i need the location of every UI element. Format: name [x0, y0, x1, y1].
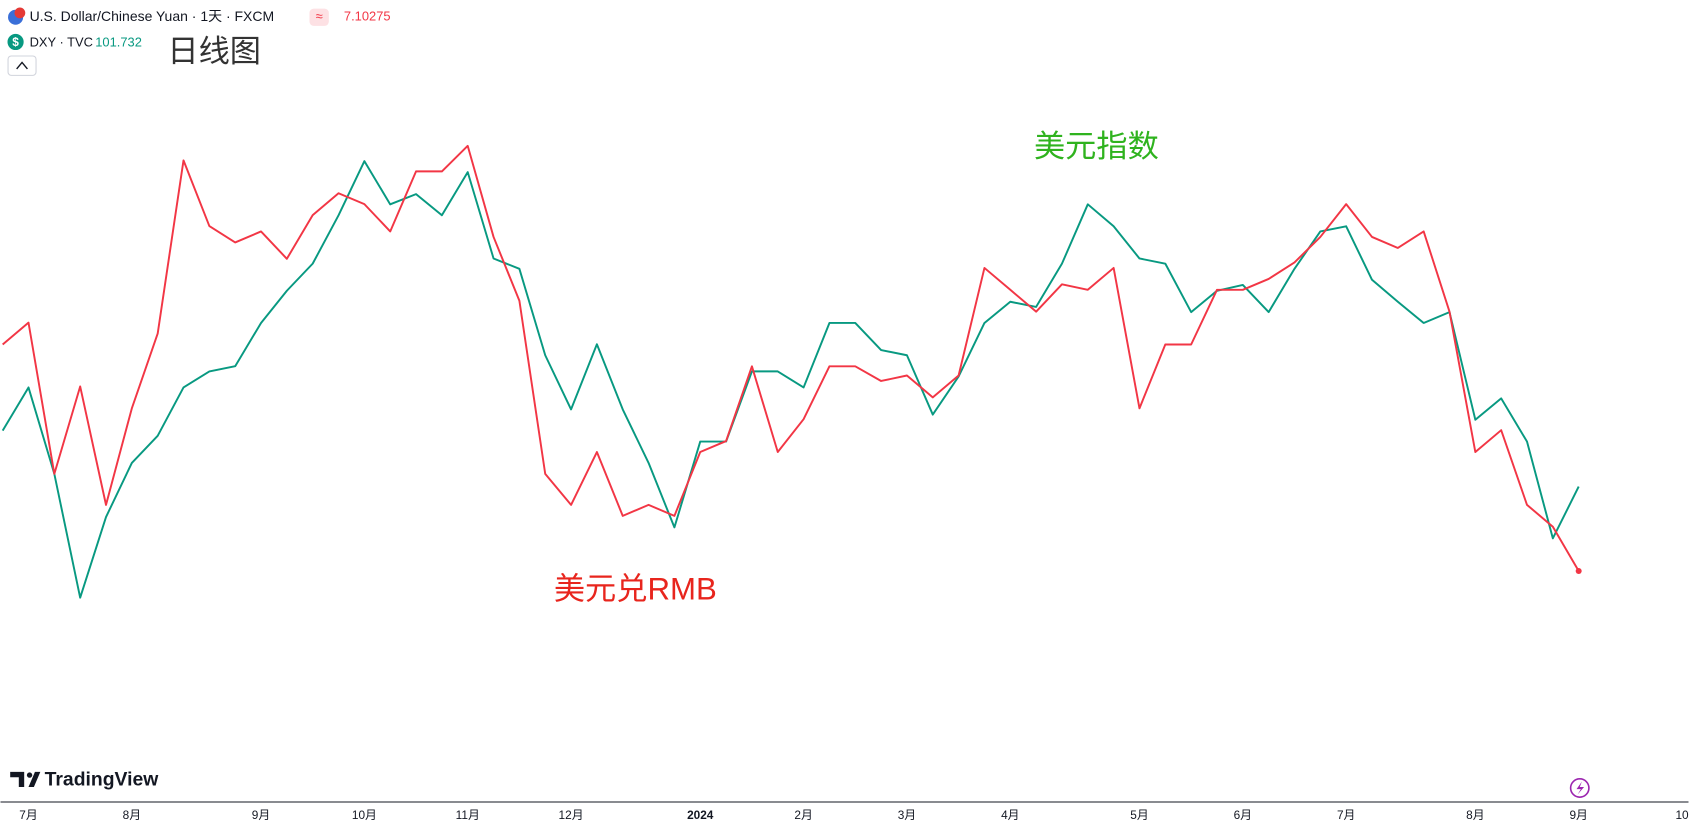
legend: U.S. Dollar/Chinese Yuan · 1天 · FXCM ≈ 7… — [7, 7, 391, 76]
x-tick-label: 9月 — [1569, 808, 1587, 822]
x-tick-label: 4月 — [1001, 808, 1019, 822]
dollar-icon: $ — [12, 35, 19, 49]
brand: TradingView — [45, 769, 160, 791]
x-tick-label: 9月 — [252, 808, 270, 822]
x-tick-label: 10 — [1675, 808, 1689, 822]
collapse-button[interactable] — [7, 55, 37, 76]
x-tick-label: 11月 — [456, 808, 480, 822]
series-line — [2, 144, 1580, 572]
logo-icon — [26, 772, 33, 778]
last-point — [1575, 567, 1582, 574]
flag-icon — [14, 7, 26, 19]
series-name: DXY · TVC — [30, 34, 93, 49]
x-tick-label: 2024 — [687, 808, 714, 822]
x-tick-label: 7月 — [19, 808, 37, 822]
last-value: 101.732 — [95, 34, 142, 49]
x-tick-label: 12月 — [559, 808, 584, 822]
time-axis — [0, 802, 1689, 830]
series-line — [1, 160, 1580, 599]
dollar-icon — [7, 33, 24, 51]
x-tick-label: 7月 — [1337, 808, 1355, 822]
x-tick-label: 8月 — [123, 808, 141, 822]
x-tick-label: 3月 — [898, 808, 916, 822]
chart-title: 日线图 — [167, 34, 261, 69]
logo-icon — [10, 771, 41, 787]
badge — [309, 8, 329, 26]
logo: TradingView — [10, 769, 159, 791]
x-tick-label: 6月 — [1234, 808, 1252, 822]
x-tick-label: 2月 — [794, 808, 812, 822]
series-name: U.S. Dollar/Chinese Yuan · 1天 · FXCM — [30, 8, 275, 24]
x-tick-label: 8月 — [1466, 808, 1484, 822]
annotation: 美元兑RMB — [554, 571, 717, 606]
x-axis: 7月 8月 9月 10月 11月 12月 2024 2月 3月 4月 5月 6月 7月 8月 9月 10 — [19, 808, 1689, 822]
lightning-icon — [1576, 781, 1585, 795]
annotation: 美元指数 — [1034, 129, 1159, 164]
x-tick-label: 5月 — [1130, 808, 1148, 822]
plot — [1, 144, 1582, 599]
chevron — [16, 61, 28, 70]
badge-icon: ≈ — [316, 9, 323, 24]
last-value: 7.10275 — [344, 9, 391, 24]
x-tick-label: 10月 — [352, 808, 377, 822]
